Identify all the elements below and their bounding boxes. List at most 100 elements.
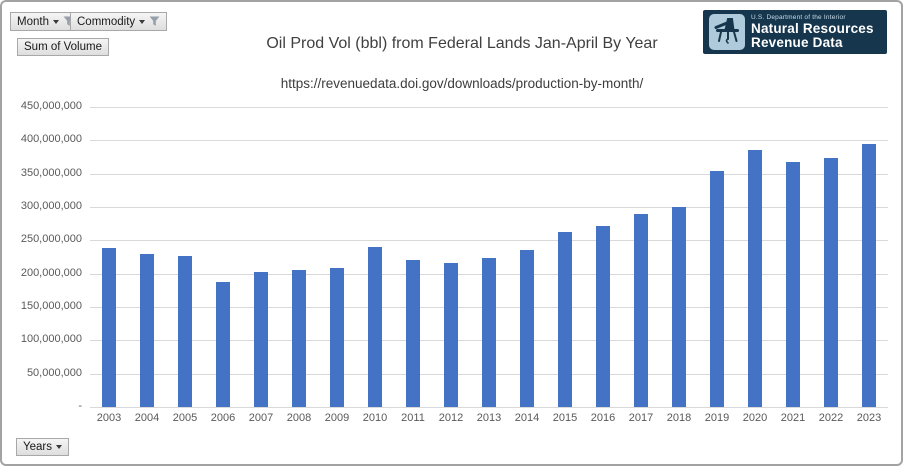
logo-title-line2: Revenue Data: [751, 35, 843, 50]
x-tick-label: 2006: [210, 412, 236, 424]
bar-2007[interactable]: [254, 271, 268, 407]
bar-2020[interactable]: [748, 149, 762, 407]
x-tick-label: 2021: [780, 412, 806, 424]
x-tick-label: 2013: [476, 412, 502, 424]
x-tick-label: 2009: [324, 412, 350, 424]
x-tick-label: 2020: [742, 412, 768, 424]
bar-slot: [698, 107, 736, 407]
nrrd-logo: U.S. Department of the Interior Natural …: [703, 10, 887, 54]
y-tick-label: 200,000,000: [20, 266, 82, 279]
x-tick-label: 2010: [362, 412, 388, 424]
x-tick-label: 2012: [438, 412, 464, 424]
dropdown-arrow-icon: [52, 19, 59, 24]
bar-2021[interactable]: [786, 162, 800, 407]
y-tick-label: 50,000,000: [26, 366, 82, 379]
x-tick-label: 2005: [172, 412, 198, 424]
month-filter-button[interactable]: Month: [10, 12, 81, 31]
x-tick-label: 2008: [286, 412, 312, 424]
bar-slot: [90, 107, 128, 407]
x-tick-label: 2022: [818, 412, 844, 424]
chart-title: Oil Prod Vol (bbl) from Federal Lands Ja…: [266, 35, 658, 52]
gridline: [90, 107, 888, 108]
bar-slot: [736, 107, 774, 407]
x-tick-label: 2011: [401, 412, 425, 424]
logo-agency-line: U.S. Department of the Interior: [751, 14, 846, 21]
y-tick-label: -: [78, 400, 82, 412]
bar-2012[interactable]: [444, 263, 458, 407]
sum-of-volume-label: Sum of Volume: [24, 41, 102, 53]
gridline: [90, 140, 888, 142]
bar-2022[interactable]: [824, 158, 838, 407]
x-tick-label: 2023: [856, 412, 882, 424]
plot-area: [90, 107, 888, 408]
bar-slot: [166, 107, 204, 407]
x-tick-label: 2014: [514, 412, 540, 424]
bars-row: [90, 107, 888, 407]
years-field-label: Years: [23, 441, 52, 453]
bar-slot: [242, 107, 280, 407]
gridline: [90, 207, 888, 208]
x-tick-label: 2004: [134, 412, 160, 424]
commodity-filter-label: Commodity: [77, 15, 136, 28]
bar-slot: [622, 107, 660, 407]
bar-2014[interactable]: [520, 250, 534, 407]
bar-2013[interactable]: [482, 258, 496, 407]
gridline: [90, 407, 888, 408]
filter-funnel-icon: [149, 16, 160, 27]
bar-slot: [318, 107, 356, 407]
bar-slot: [774, 107, 812, 407]
y-tick-label: 400,000,000: [20, 133, 82, 146]
y-axis-labels: 450,000,000 400,000,000 350,000,000 300,000…: [2, 100, 82, 412]
bar-slot: [508, 107, 546, 407]
bar-slot: [356, 107, 394, 407]
bar-2023[interactable]: [862, 144, 876, 407]
years-axis-field-button[interactable]: Years: [16, 438, 69, 456]
bar-slot: [204, 107, 242, 407]
bar-2005[interactable]: [178, 255, 192, 407]
x-tick-label: 2015: [552, 412, 578, 424]
bar-slot: [850, 107, 888, 407]
commodity-filter-button[interactable]: Commodity: [70, 12, 168, 31]
y-tick-label: 300,000,000: [20, 200, 82, 212]
bar-2018[interactable]: [672, 207, 686, 407]
x-tick-label: 2003: [96, 412, 122, 424]
gridline: [90, 173, 888, 175]
x-tick-label: 2018: [666, 412, 692, 424]
bar-slot: [546, 107, 584, 407]
bar-slot: [394, 107, 432, 407]
oil-rig-icon: [709, 14, 745, 50]
x-tick-label: 2016: [590, 412, 616, 424]
bar-slot: [470, 107, 508, 407]
bar-2004[interactable]: [140, 253, 154, 407]
dropdown-arrow-icon: [139, 19, 146, 24]
logo-title-line1: Natural Resources: [751, 21, 874, 36]
bar-2008[interactable]: [292, 270, 306, 407]
bar-slot: [432, 107, 470, 407]
bar-2017[interactable]: [634, 214, 648, 407]
chart-subtitle-url: https://revenuedata.doi.gov/downloads/pr…: [280, 76, 644, 91]
bar-2011[interactable]: [406, 259, 420, 407]
x-axis-labels: 2003 2004 2005 2006 2007 2008 2009 2010 2011 2012…: [90, 412, 888, 424]
bar-slot: [584, 107, 622, 407]
y-tick-label: 150,000,000: [20, 300, 82, 312]
bar-slot: [660, 107, 698, 407]
y-tick-label: 450,000,000: [20, 100, 82, 112]
y-tick-label: 250,000,000: [20, 233, 82, 246]
bar-2009[interactable]: [330, 268, 344, 407]
x-tick-label: 2019: [704, 412, 730, 424]
bar-slot: [128, 107, 166, 407]
bar-2003[interactable]: [102, 248, 116, 407]
bar-2010[interactable]: [368, 247, 382, 407]
bar-2019[interactable]: [710, 171, 724, 407]
dropdown-arrow-icon: [56, 445, 62, 449]
bar-2015[interactable]: [558, 232, 572, 407]
x-tick-label: 2017: [628, 412, 654, 424]
bar-slot: [812, 107, 850, 407]
sum-of-volume-field-button[interactable]: Sum of Volume: [17, 38, 109, 56]
y-tick-label: 100,000,000: [20, 333, 82, 346]
bar-2006[interactable]: [216, 281, 230, 407]
gridline: [90, 240, 888, 242]
bar-2016[interactable]: [596, 226, 610, 407]
bar-slot: [280, 107, 318, 407]
